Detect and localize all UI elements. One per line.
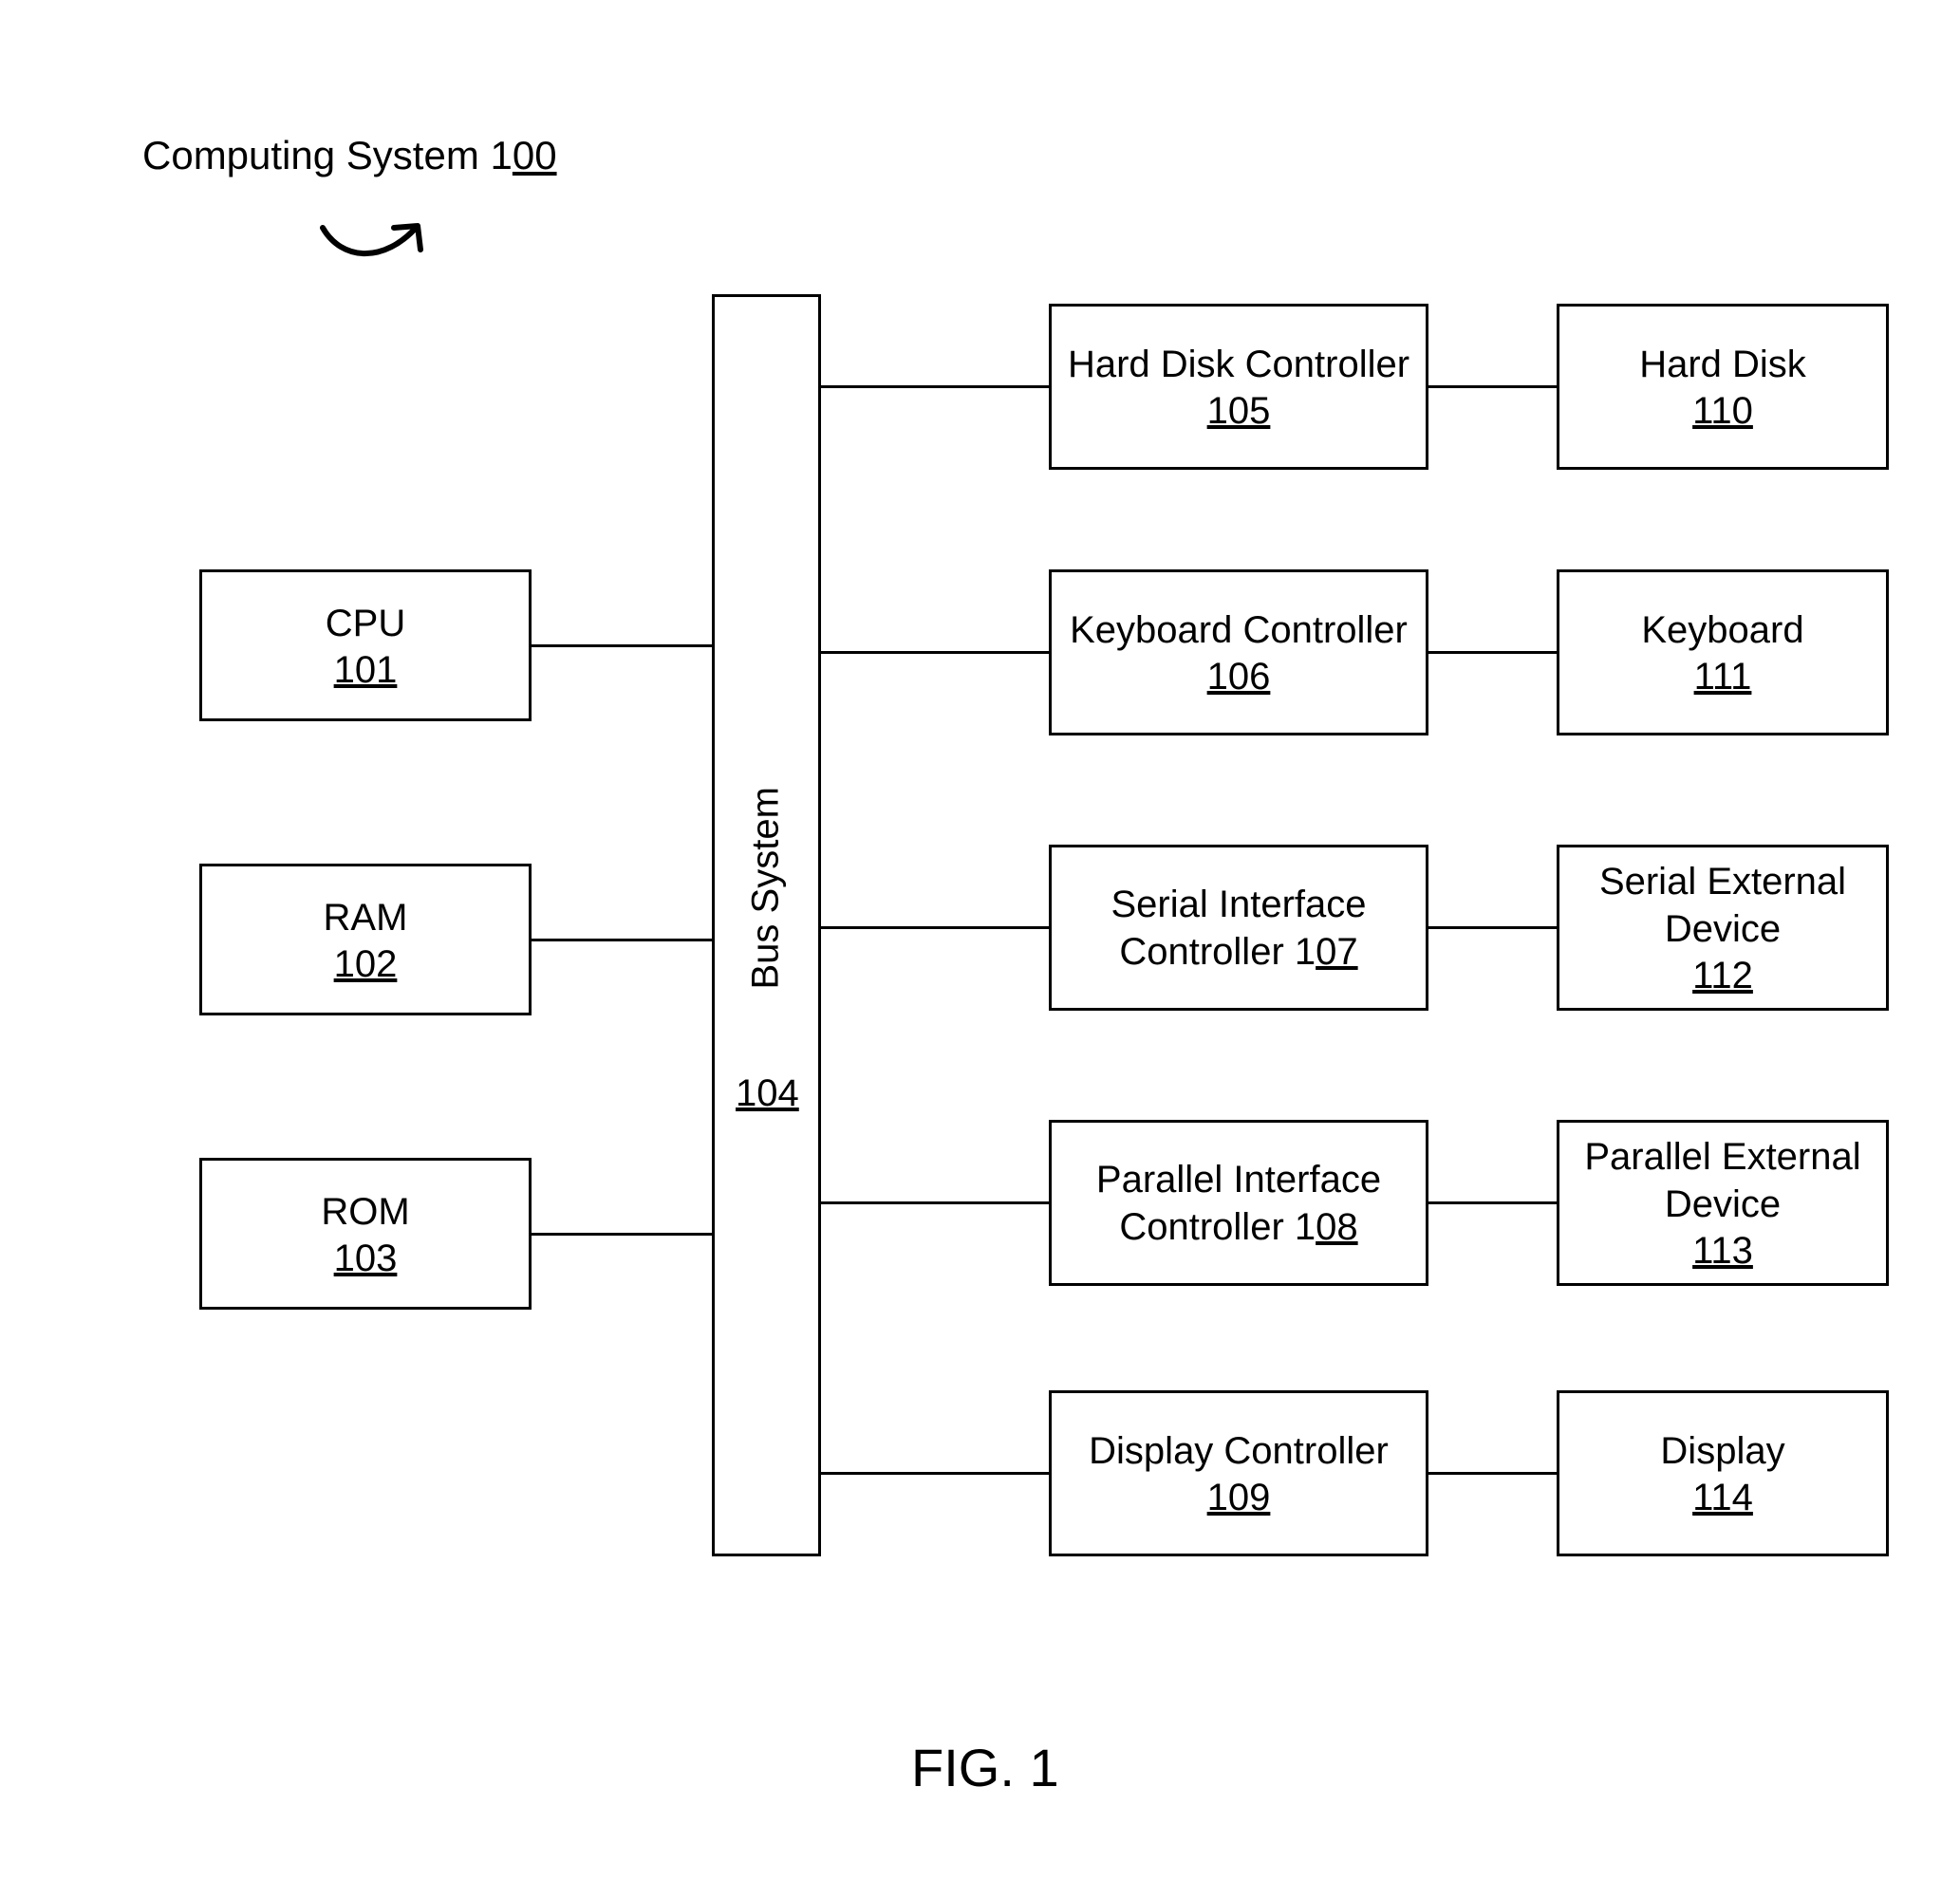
connector-line bbox=[532, 939, 712, 941]
box-ref: 109 bbox=[1207, 1477, 1271, 1519]
box-label: CPU bbox=[326, 600, 405, 647]
connector-line bbox=[1428, 1472, 1557, 1475]
left-box-cpu: CPU101 bbox=[199, 569, 532, 721]
title-arrow-icon bbox=[308, 190, 460, 266]
box-ref: 08 bbox=[1316, 1206, 1358, 1248]
box-label: Keyboard bbox=[1641, 606, 1803, 654]
box-label: Hard Disk bbox=[1639, 341, 1806, 388]
connector-line bbox=[1428, 1201, 1557, 1204]
right-box-hd: Hard Disk110 bbox=[1557, 304, 1889, 470]
right-box-sed: Serial External Device112 bbox=[1557, 845, 1889, 1011]
box-ref: 07 bbox=[1316, 931, 1358, 973]
bus-ref: 104 bbox=[736, 1072, 799, 1115]
mid-box-kbc: Keyboard Controller106 bbox=[1049, 569, 1428, 735]
connector-line bbox=[821, 926, 1049, 929]
box-ref: 113 bbox=[1692, 1230, 1753, 1273]
connector-line bbox=[821, 385, 1049, 388]
connector-line bbox=[1428, 651, 1557, 654]
right-box-kb: Keyboard111 bbox=[1557, 569, 1889, 735]
box-label: RAM bbox=[324, 894, 408, 941]
left-box-ram: RAM102 bbox=[199, 864, 532, 1015]
connector-line bbox=[821, 1201, 1049, 1204]
box-label: Keyboard Controller bbox=[1070, 606, 1408, 654]
right-box-ped: Parallel External Device113 bbox=[1557, 1120, 1889, 1286]
box-ref: 102 bbox=[334, 943, 398, 986]
box-ref: 101 bbox=[334, 649, 398, 692]
connector-line bbox=[1428, 385, 1557, 388]
mid-box-hdc: Hard Disk Controller105 bbox=[1049, 304, 1428, 470]
connector-line bbox=[1428, 926, 1557, 929]
box-ref: 111 bbox=[1694, 656, 1752, 698]
box-ref: 106 bbox=[1207, 656, 1271, 698]
mid-box-dc: Display Controller109 bbox=[1049, 1390, 1428, 1556]
box-ref: 114 bbox=[1692, 1477, 1753, 1519]
title-ref: 00 bbox=[513, 133, 557, 177]
box-ref: 110 bbox=[1692, 390, 1753, 433]
box-ref: 105 bbox=[1207, 390, 1271, 433]
box-label-wrap: Parallel Interface Controller 108 bbox=[1052, 1156, 1426, 1251]
figure-caption: FIG. 1 bbox=[911, 1737, 1059, 1798]
box-label: Display bbox=[1660, 1427, 1784, 1475]
box-label: Parallel External Device bbox=[1559, 1133, 1886, 1228]
box-label: Serial External Device bbox=[1559, 858, 1886, 953]
left-box-rom: ROM103 bbox=[199, 1158, 532, 1310]
connector-line bbox=[821, 651, 1049, 654]
mid-box-sic: Serial Interface Controller 107 bbox=[1049, 845, 1428, 1011]
box-label: Hard Disk Controller bbox=[1068, 341, 1409, 388]
mid-box-pic: Parallel Interface Controller 108 bbox=[1049, 1120, 1428, 1286]
diagram-title: Computing System 100 bbox=[142, 133, 557, 178]
box-ref: 103 bbox=[334, 1238, 398, 1280]
diagram-canvas: Computing System 100 Bus System 104 CPU101 R… bbox=[0, 0, 1960, 1880]
connector-line bbox=[821, 1472, 1049, 1475]
box-label: ROM bbox=[321, 1188, 409, 1236]
right-box-disp: Display114 bbox=[1557, 1390, 1889, 1556]
box-ref: 112 bbox=[1692, 955, 1753, 997]
connector-line bbox=[532, 644, 712, 647]
title-label: Computing System 1 bbox=[142, 133, 513, 177]
bus-label: Bus System bbox=[745, 800, 788, 990]
connector-line bbox=[532, 1233, 712, 1236]
box-label-wrap: Serial Interface Controller 107 bbox=[1052, 881, 1426, 976]
box-label: Display Controller bbox=[1089, 1427, 1389, 1475]
